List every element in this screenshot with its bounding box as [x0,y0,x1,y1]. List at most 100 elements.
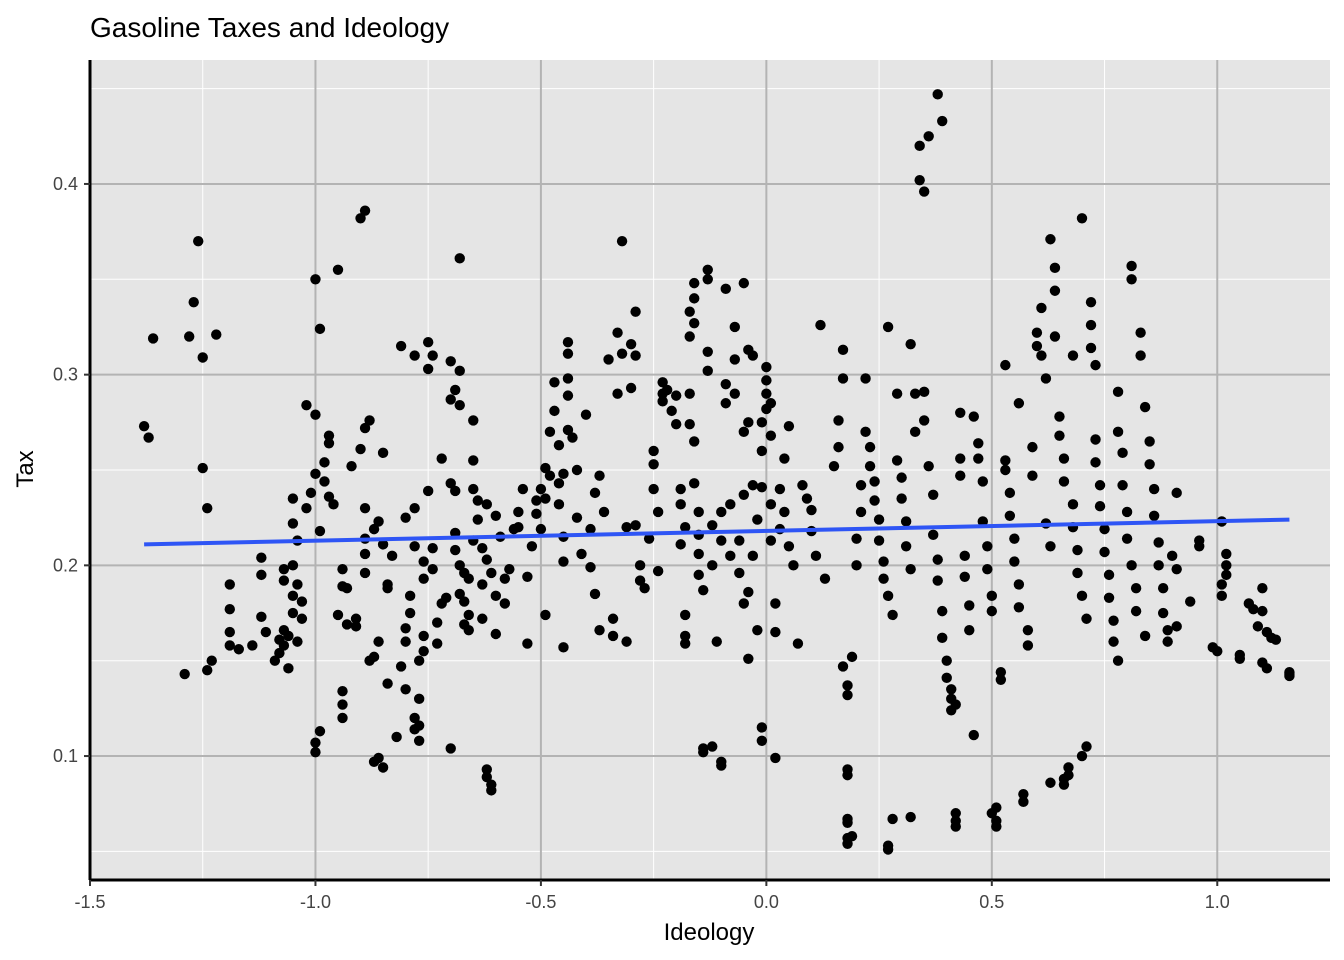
data-point [481,771,492,783]
data-point [499,598,511,609]
data-point [463,624,474,636]
data-point [1000,455,1011,466]
data-point [1171,563,1182,575]
data-point [1040,373,1052,384]
data-point [973,438,984,449]
data-point [1103,592,1115,603]
data-point [287,493,299,504]
y-tick-label: 0.3 [53,365,78,385]
data-point [743,586,754,598]
data-point [1153,537,1164,548]
data-point [188,296,199,308]
data-point [689,478,700,489]
data-point [995,674,1007,685]
data-point [707,741,718,752]
data-point [738,277,750,289]
data-point [400,684,411,695]
data-point [698,584,709,596]
data-point [138,420,150,432]
data-point [445,743,456,754]
data-point [680,522,691,533]
data-point [792,638,804,649]
data-point [432,617,443,628]
data-point [630,520,641,531]
data-point [1148,483,1160,495]
data-point [1166,550,1178,562]
data-point [283,630,294,642]
data-point [296,596,308,607]
data-point [368,523,380,535]
data-point [1121,533,1133,544]
data-point [301,502,312,514]
data-point [332,264,344,275]
data-point [837,344,849,356]
data-point [720,378,731,390]
data-point [1221,560,1232,571]
data-point [395,661,407,672]
data-point [481,499,492,510]
data-point [454,365,465,377]
data-point [359,422,371,434]
data-point [445,478,456,489]
data-point [842,680,853,691]
y-tick-label: 0.4 [53,174,78,194]
data-point [1067,350,1079,361]
data-point [702,274,713,285]
data-point [995,666,1007,678]
data-point [400,636,411,647]
data-point [725,499,736,510]
data-point [341,583,353,594]
data-point [1162,636,1173,647]
data-point [490,510,502,521]
data-point [409,712,420,724]
data-point [535,523,547,535]
data-point [842,838,853,849]
data-point [752,624,763,636]
data-point [833,415,844,426]
data-point [607,613,619,624]
data-point [179,668,190,680]
data-point [1049,262,1061,274]
data-point [905,338,916,350]
data-point [900,516,912,527]
data-point [287,518,299,529]
data-point [1013,579,1025,590]
data-point [314,323,326,335]
data-point [224,640,235,651]
data-point [382,579,393,590]
data-point [585,562,596,573]
data-point [1130,605,1142,617]
data-point [278,563,290,575]
data-point [359,548,371,560]
data-point [977,516,988,527]
data-point [634,560,646,571]
data-point [314,726,326,737]
data-point [1013,602,1025,613]
data-point [292,636,303,647]
data-point [738,489,750,500]
data-point [797,480,808,491]
data-point [819,573,831,584]
data-point [468,415,479,426]
data-point [1126,274,1137,285]
data-point [725,550,736,562]
data-point [932,554,943,565]
data-point [680,638,691,649]
data-point [684,306,695,317]
data-point [585,523,596,535]
data-point [815,319,826,331]
data-point [540,493,551,504]
data-point [1144,436,1155,447]
data-point [558,468,569,480]
data-point [1013,398,1025,409]
data-point [296,613,308,624]
data-point [594,624,605,636]
x-tick-label: 0.0 [754,892,779,912]
data-point [287,560,299,571]
data-point [513,522,524,533]
data-point [1257,583,1268,594]
data-point [404,590,416,602]
data-point [1234,653,1246,664]
data-point [355,443,366,455]
